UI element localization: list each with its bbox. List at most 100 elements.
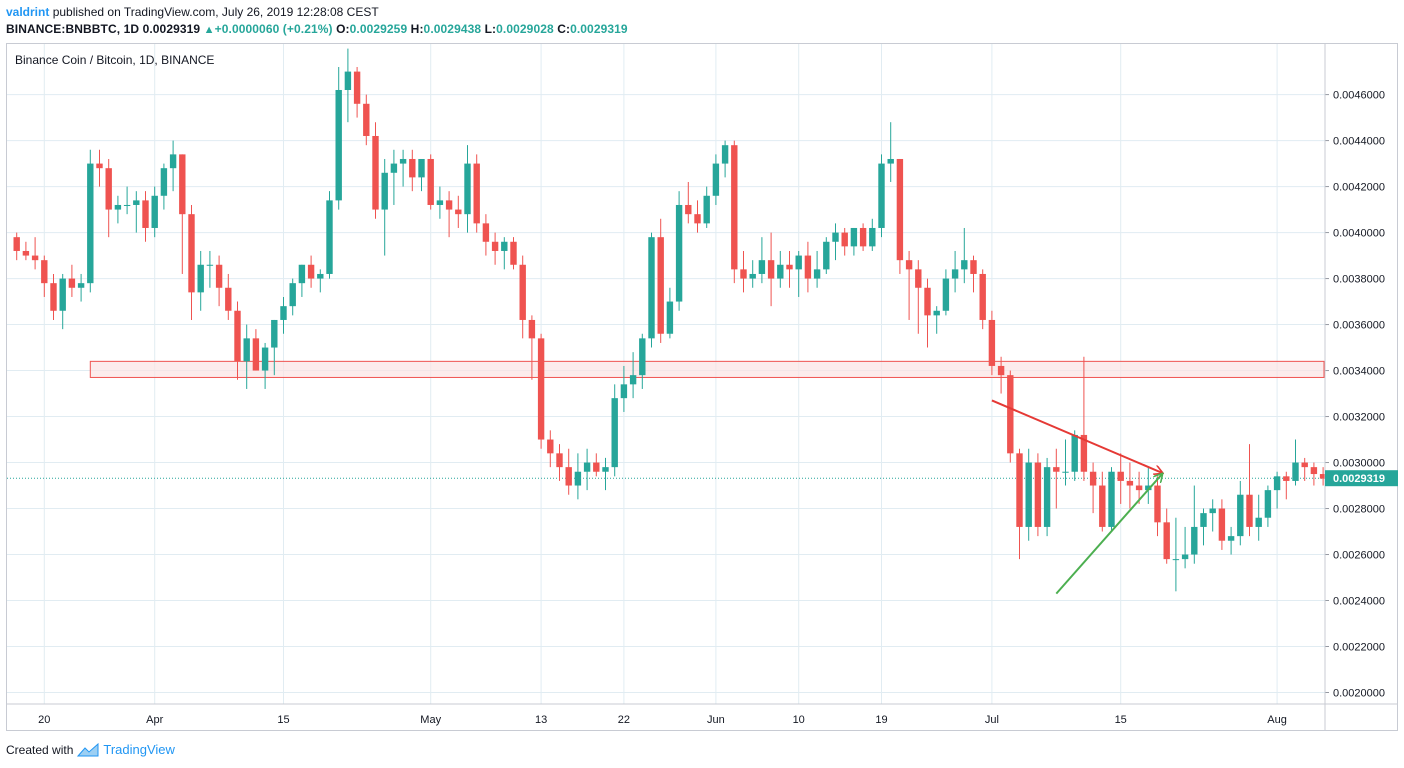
candle-body [252, 338, 260, 371]
candle-body [905, 260, 913, 270]
candle-body [261, 347, 269, 371]
candle-body [740, 269, 747, 279]
candles [13, 48, 1336, 592]
candle-body [1209, 508, 1216, 514]
candle-body [1227, 536, 1235, 541]
candle-body [1099, 485, 1106, 527]
candle-body [280, 306, 287, 320]
high-label: H: [410, 22, 424, 36]
quote-line: BINANCE:BNBBTC, 1D 0.0029319 ▲+0.0000060… [6, 22, 628, 36]
candle-body [142, 200, 149, 228]
candle-body [289, 283, 296, 307]
resistance-trendline [991, 399, 1162, 472]
candle-body [169, 154, 177, 169]
y-tick-label: 0.0042000 [1333, 182, 1385, 194]
candle-body [850, 227, 858, 247]
x-tick-label: 19 [875, 714, 887, 726]
x-tick-label: 15 [1115, 714, 1127, 726]
published-text: published on TradingView.com, July 26, 2… [52, 5, 379, 19]
candle-body [767, 260, 775, 279]
y-tick-label: 0.0030000 [1333, 458, 1385, 470]
x-tick-label: 15 [277, 714, 289, 726]
candle-body [13, 237, 20, 251]
candle-body [225, 287, 232, 311]
candle-body [675, 204, 683, 302]
candle-body [1089, 471, 1097, 486]
tradingview-brand[interactable]: TradingView [103, 742, 175, 757]
author-name[interactable]: valdrint [6, 5, 50, 19]
last-price-value: 0.0029319 [142, 22, 201, 36]
open-label: O: [336, 22, 350, 36]
up-arrow-icon: ▲ [203, 24, 215, 36]
candle-body [639, 338, 646, 376]
y-tick-label: 0.0022000 [1333, 642, 1385, 654]
candle-body [997, 365, 1005, 376]
candle-body [1237, 494, 1244, 537]
candle-body [1016, 453, 1023, 527]
candle-body [188, 214, 195, 293]
x-tick-label: 20 [38, 714, 50, 726]
trendlines [991, 399, 1162, 595]
candle-body [114, 204, 122, 210]
candle-body [758, 260, 766, 274]
high-value: 0.0029438 [423, 22, 482, 36]
candle-body [1246, 494, 1253, 527]
created-with-text: Created with [6, 742, 74, 757]
low-value: 0.0029028 [496, 22, 554, 36]
x-tick-label: 13 [535, 714, 547, 726]
candle-body [731, 145, 738, 270]
resistance-zone [89, 360, 1325, 378]
time-axis: 20 Apr 15 May 13 22 Jun 10 19 Jul 15 Aug [7, 703, 1398, 726]
y-tick-label: 0.0044000 [1333, 136, 1385, 148]
candle-body [179, 154, 186, 215]
candle-body [22, 250, 30, 256]
candle-body [694, 214, 701, 224]
candle-body [335, 89, 342, 201]
candle-body [896, 158, 904, 261]
candle-body [666, 301, 674, 334]
y-tick-label: 0.0026000 [1333, 550, 1385, 562]
candle-body [390, 163, 398, 173]
candle-body [933, 310, 940, 316]
candle-body [988, 319, 996, 366]
tradingview-logo-icon [77, 742, 99, 756]
candle-body [50, 283, 57, 311]
candle-body [445, 200, 453, 210]
candle-body [1273, 476, 1281, 491]
candle-body [611, 398, 618, 468]
candle-body [832, 232, 839, 242]
candle-body [602, 467, 609, 472]
candle-body [409, 158, 416, 178]
candle-body [878, 163, 885, 228]
last-price-badge-label: 0.0029319 [1333, 473, 1385, 485]
candle-body [87, 163, 94, 284]
candle-body [1301, 462, 1308, 468]
candle-body [951, 269, 959, 279]
candle-body [721, 145, 729, 164]
y-tick-label: 0.0040000 [1333, 228, 1385, 240]
candle-body [620, 384, 628, 399]
candle-body [353, 71, 361, 104]
y-tick-label: 0.0028000 [1333, 504, 1385, 516]
candle-body [455, 209, 462, 215]
candle-body [1007, 375, 1014, 454]
y-tick-label: 0.0038000 [1333, 274, 1385, 286]
x-tick-label: Jun [707, 714, 725, 726]
candle-body [234, 310, 241, 362]
candle-body [473, 163, 480, 224]
candle-body [123, 204, 131, 206]
candle-body [464, 163, 471, 215]
candle-body [924, 287, 931, 316]
low-label: L: [484, 22, 497, 36]
candle-body [1218, 508, 1226, 541]
candle-body [1310, 467, 1318, 475]
candle-body [381, 172, 388, 210]
candle-body [593, 462, 600, 472]
candle-body [1043, 467, 1051, 527]
candle-body [786, 264, 793, 270]
symbol-label: BINANCE:BNBBTC, 1D [6, 22, 140, 36]
candle-body [749, 273, 756, 279]
candle-body [77, 283, 85, 288]
candle-body [574, 471, 582, 486]
